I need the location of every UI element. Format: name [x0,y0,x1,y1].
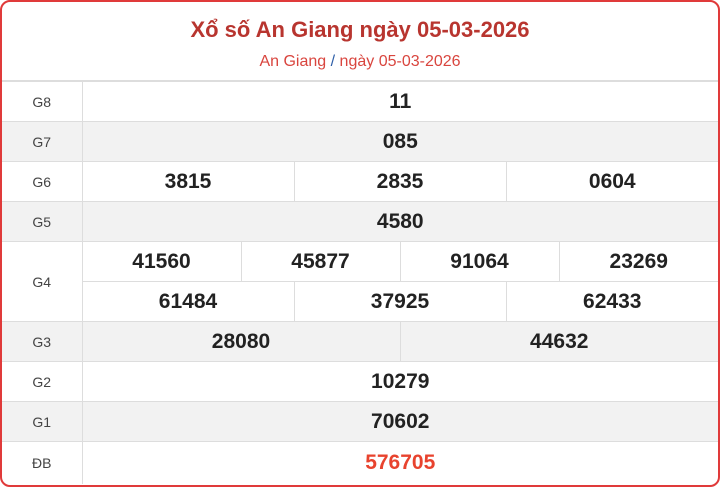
prize-number: 28080 [81,321,401,362]
prize-row-g1: G1 70602 [2,401,718,442]
prize-row-g3: G3 28080 44632 [2,321,718,362]
prize-row-g4-2: 61484 37925 62433 [2,281,718,322]
prize-number: 44632 [399,321,718,362]
prize-label: ĐB [2,441,83,484]
prize-number: 2835 [293,161,507,202]
prize-number: 91064 [399,241,560,282]
prize-number: 37925 [293,281,507,322]
prize-number: 11 [81,81,718,122]
prize-label: G5 [2,201,83,242]
prize-label: G8 [2,81,83,122]
prize-label: G6 [2,161,83,202]
results-table: G8 11 G7 085 G6 3815 2835 0604 G5 4580 G4 4… [2,81,718,484]
prize-label: G3 [2,321,83,362]
breadcrumb-province-link[interactable]: An Giang [259,53,327,70]
prize-number: 085 [81,121,718,162]
results-header: Xổ số An Giang ngày 05-03-2026 An Giang … [2,2,718,81]
prize-row-g7: G7 085 [2,121,718,162]
prize-label: G1 [2,401,83,442]
prize-number: 62433 [505,281,718,322]
prize-number: 45877 [240,241,401,282]
breadcrumb: An Giang / ngày 05-03-2026 [2,53,718,71]
prize-number: 10279 [81,361,718,402]
page-title: Xổ số An Giang ngày 05-03-2026 [190,17,530,42]
prize-row-g4: G4 41560 45877 91064 23269 [2,241,718,322]
special-prize-number: 576705 [81,441,718,484]
prize-row-g2: G2 10279 [2,361,718,402]
prize-number: 4580 [81,201,718,242]
prize-number: 41560 [81,241,242,282]
prize-number: 61484 [82,281,295,322]
prize-label: G2 [2,361,83,402]
prize-row-g5: G5 4580 [2,201,718,242]
prize-number: 0604 [505,161,718,202]
breadcrumb-date: ngày 05-03-2026 [339,53,461,70]
prize-row-g6: G6 3815 2835 0604 [2,161,718,202]
prize-row-g8: G8 11 [2,81,718,122]
prize-label: G7 [2,121,83,162]
prize-row-special: ĐB 576705 [2,441,718,484]
prize-number: 3815 [81,161,295,202]
prize-number: 23269 [558,241,718,282]
prize-label: G4 [2,241,83,322]
prize-number: 70602 [81,401,718,442]
breadcrumb-separator: / [330,53,336,70]
